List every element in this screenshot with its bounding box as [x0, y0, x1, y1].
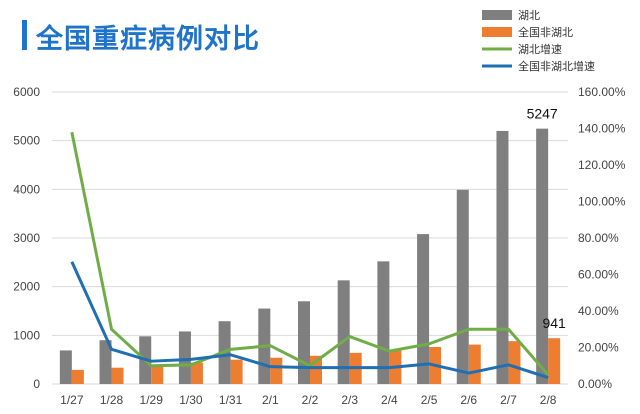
hubei-bar — [337, 280, 350, 384]
left-tick-label: 5000 — [13, 134, 40, 148]
non-hubei-bar — [468, 344, 481, 384]
right-axis-ticks: 0.00% 20.00% 40.00% 60.00% 80.00% 100.00% 120.… — [578, 85, 626, 391]
right-tick-label: 80.00% — [578, 231, 619, 245]
hubei-bar — [377, 261, 390, 384]
x-tick-label: 1/31 — [219, 393, 243, 407]
bars — [59, 128, 561, 384]
non-hubei-bar — [270, 357, 283, 384]
hubei-bar — [417, 234, 430, 384]
non-hubei-bar — [151, 365, 164, 384]
legend-swatch — [482, 27, 512, 37]
x-tick-label: 2/5 — [421, 393, 438, 407]
x-tick-label: 1/30 — [179, 393, 203, 407]
right-tick-label: 20.00% — [578, 341, 619, 355]
legend-label: 湖北增速 — [518, 42, 562, 56]
x-axis-ticks: 1/27 1/28 1/29 1/30 1/31 2/1 2/2 2/3 2/4 2/5 2/6 2/… — [60, 393, 557, 407]
non-hubei-bar — [230, 359, 243, 384]
x-tick-label: 2/6 — [460, 393, 477, 407]
x-tick-label: 2/7 — [500, 393, 517, 407]
left-tick-label: 4000 — [13, 182, 40, 196]
left-tick-label: 0 — [33, 377, 40, 391]
right-tick-label: 120.00% — [578, 158, 626, 172]
right-tick-label: 0.00% — [578, 377, 612, 391]
title-accent-bar — [22, 20, 27, 50]
left-tick-label: 6000 — [13, 85, 40, 99]
x-tick-label: 1/29 — [140, 393, 164, 407]
data-labels: 5247 941 — [527, 106, 566, 332]
non-hubei-bar — [548, 338, 561, 384]
x-tick-label: 1/28 — [100, 393, 124, 407]
right-tick-label: 140.00% — [578, 122, 626, 136]
right-tick-label: 160.00% — [578, 85, 626, 99]
non-hubei-bar — [508, 341, 521, 384]
x-tick-label: 2/1 — [262, 393, 279, 407]
right-tick-label: 100.00% — [578, 195, 626, 209]
left-tick-label: 2000 — [13, 280, 40, 294]
hubei-bar — [178, 331, 191, 384]
chart-title: 全国重症病例对比 — [36, 24, 260, 55]
x-tick-label: 2/2 — [302, 393, 319, 407]
legend-label: 湖北 — [518, 9, 540, 22]
legend-label: 全国非湖北增速 — [518, 59, 595, 73]
non-hubei-bar — [71, 369, 84, 384]
hubei-bar — [536, 128, 549, 384]
hubei-bar — [496, 130, 509, 384]
data-label: 5247 — [527, 106, 558, 122]
left-tick-label: 3000 — [13, 231, 40, 245]
hubei-bar — [99, 340, 112, 384]
right-tick-label: 60.00% — [578, 268, 619, 282]
x-tick-label: 2/3 — [341, 393, 358, 407]
non-hubei-bar — [111, 367, 124, 384]
legend-swatch — [482, 10, 512, 20]
hubei-bar — [298, 301, 310, 384]
hubei-bar — [456, 189, 469, 384]
non-hubei-growth-line — [70, 261, 549, 380]
x-tick-label: 2/8 — [540, 393, 557, 407]
x-tick-label: 2/4 — [381, 393, 398, 407]
x-tick-label: 1/27 — [60, 393, 84, 407]
left-axis-ticks: 0 1000 2000 3000 4000 5000 6000 — [13, 85, 40, 391]
right-tick-label: 40.00% — [578, 304, 619, 318]
hubei-growth-line — [70, 131, 550, 376]
legend-label: 全国非湖北 — [518, 25, 573, 39]
growth-lines — [70, 131, 550, 380]
left-tick-label: 1000 — [13, 328, 40, 342]
hubei-bar — [59, 350, 72, 384]
data-label: 941 — [542, 315, 566, 331]
gridlines — [52, 91, 568, 385]
non-hubei-bar — [190, 362, 203, 384]
